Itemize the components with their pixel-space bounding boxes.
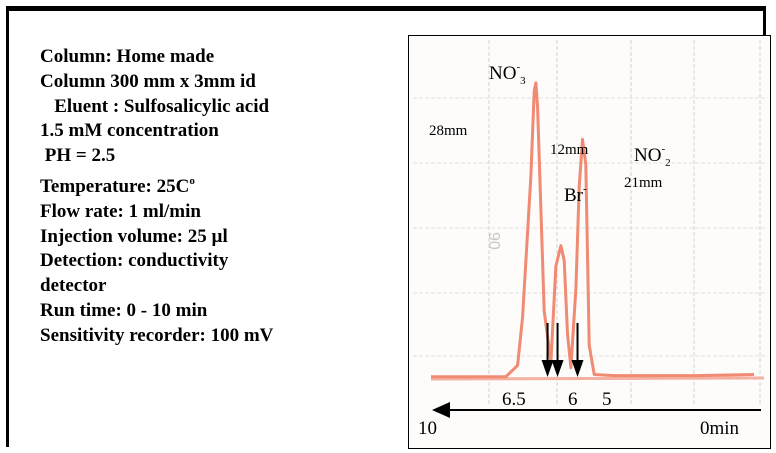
- peak-ion-label: NO-3: [489, 61, 526, 87]
- time-axis-arrowhead: [432, 402, 450, 418]
- retention-arrowhead: [571, 360, 584, 377]
- stray-mark: 90: [485, 232, 502, 250]
- axis-end-label: 0min: [700, 418, 740, 439]
- chart-baseline: [430, 376, 765, 381]
- retention-arrowhead: [541, 360, 554, 377]
- peak-height-label: 28mm: [429, 123, 468, 139]
- chromatogram-panel: 90 NO-3 28mm Br- 12mm NO-2 21mm 6.5 6 5 10 0min: [408, 35, 771, 449]
- chromatography-conditions: Column: Home made Column 300 mm x 3mm id …: [40, 45, 390, 349]
- condition-line: Temperature: 25Co: [40, 174, 195, 197]
- retention-time-label: 6: [568, 389, 578, 410]
- condition-line: Eluent : Sulfosalicylic acid: [40, 95, 270, 117]
- peak-labels: NO-3 28mm Br- 12mm NO-2 21mm: [429, 61, 671, 206]
- condition-line: Column: Home made: [40, 46, 215, 67]
- chromatogram-chart: 90 NO-3 28mm Br- 12mm NO-2 21mm 6.5 6 5 10 0min: [413, 40, 767, 439]
- condition-line: Column 300 mm x 3mm id: [40, 70, 256, 92]
- retention-markers: 6.5 6 5: [502, 323, 612, 410]
- condition-line: 1.5 mM concentration: [40, 120, 219, 142]
- condition-line: Run time: 0 - 10 min: [40, 299, 208, 321]
- condition-line: detector: [40, 275, 107, 297]
- retention-time-label: 6.5: [502, 389, 526, 410]
- condition-line: Sensitivity recorder: 100 mV: [40, 324, 274, 346]
- retention-arrowhead: [551, 360, 564, 377]
- peak-ion-label: Br-: [564, 183, 587, 206]
- condition-line: Detection: conductivity: [40, 250, 229, 272]
- condition-line: Injection volume: 25 µl: [40, 225, 228, 247]
- chromatogram-trace: [431, 81, 755, 379]
- peak-ion-label: NO-2: [634, 143, 671, 169]
- peak-height-label: 21mm: [624, 175, 663, 191]
- condition-line: Flow rate: 1 ml/min: [40, 200, 201, 222]
- time-axis: 10 0min: [418, 402, 761, 439]
- peak-height-label: 12mm: [550, 142, 589, 158]
- retention-time-label: 5: [602, 389, 612, 410]
- axis-start-label: 10: [418, 418, 437, 439]
- condition-line: PH = 2.5: [40, 145, 116, 167]
